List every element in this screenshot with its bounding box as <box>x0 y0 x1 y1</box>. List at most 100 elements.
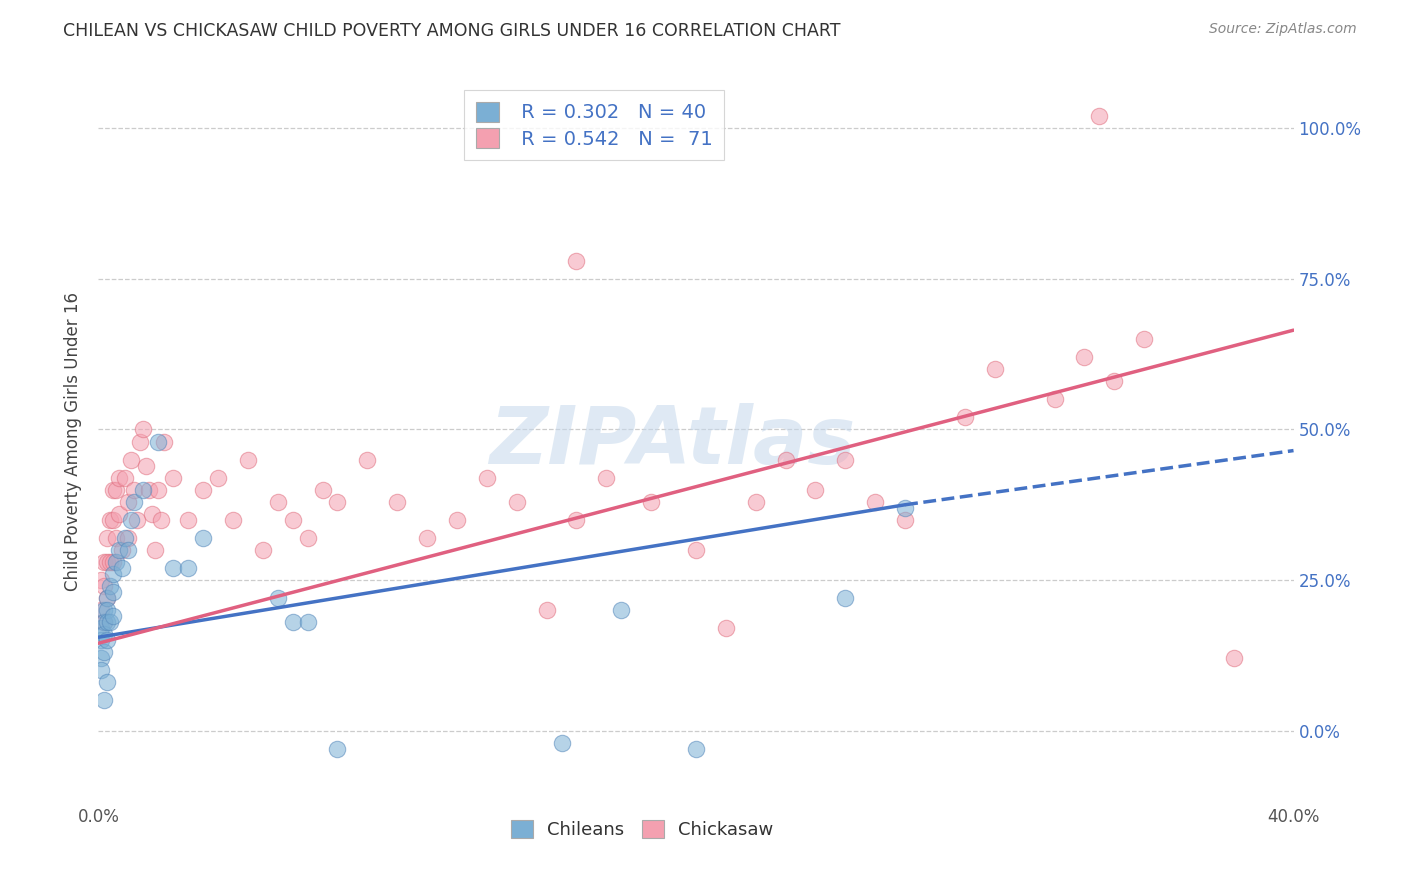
Legend: Chileans, Chickasaw: Chileans, Chickasaw <box>502 811 783 848</box>
Point <box>1104 375 1126 389</box>
Point <box>114 471 136 485</box>
Point <box>141 507 163 521</box>
Point <box>108 471 131 485</box>
Point <box>90 603 112 617</box>
Point <box>356 452 378 467</box>
Point <box>953 410 976 425</box>
Point <box>93 615 115 630</box>
Point <box>138 483 160 497</box>
Point <box>96 591 118 606</box>
Point <box>120 452 142 467</box>
Point <box>114 531 136 545</box>
Point <box>191 483 214 497</box>
Point <box>640 494 662 508</box>
Point <box>1133 332 1156 346</box>
Point <box>93 615 115 630</box>
Point <box>207 471 229 485</box>
Point <box>117 531 139 545</box>
Point <box>714 621 737 635</box>
Point <box>894 500 917 515</box>
Point <box>162 471 184 485</box>
Point <box>153 434 176 449</box>
Point <box>93 603 115 617</box>
Point <box>105 555 128 569</box>
Point <box>98 579 122 593</box>
Point <box>96 633 118 648</box>
Point <box>111 561 134 575</box>
Point <box>685 542 707 557</box>
Point <box>96 603 118 617</box>
Text: Source: ZipAtlas.com: Source: ZipAtlas.com <box>1209 22 1357 37</box>
Point <box>834 591 856 606</box>
Point <box>446 513 468 527</box>
Point <box>416 531 439 545</box>
Point <box>177 561 200 575</box>
Point <box>1043 392 1066 407</box>
Point <box>148 483 170 497</box>
Point <box>108 542 131 557</box>
Point <box>124 494 146 508</box>
Point <box>326 494 349 508</box>
Point <box>93 555 115 569</box>
Point <box>475 471 498 485</box>
Point <box>297 531 319 545</box>
Point <box>90 573 112 587</box>
Point <box>1073 350 1095 364</box>
Point <box>162 561 184 575</box>
Point <box>775 452 797 467</box>
Point <box>565 253 588 268</box>
Point <box>610 603 633 617</box>
Point <box>90 664 112 678</box>
Point <box>1088 109 1111 123</box>
Point <box>96 591 118 606</box>
Point <box>129 434 152 449</box>
Point <box>117 542 139 557</box>
Point <box>105 531 128 545</box>
Point <box>834 452 856 467</box>
Point <box>1223 651 1246 665</box>
Point <box>745 494 768 508</box>
Point <box>385 494 409 508</box>
Point <box>103 567 125 582</box>
Point <box>93 645 115 659</box>
Point <box>103 483 125 497</box>
Text: ZIPAtlas: ZIPAtlas <box>489 402 855 481</box>
Point <box>93 627 115 641</box>
Point <box>565 513 588 527</box>
Text: CHILEAN VS CHICKASAW CHILD POVERTY AMONG GIRLS UNDER 16 CORRELATION CHART: CHILEAN VS CHICKASAW CHILD POVERTY AMONG… <box>63 22 841 40</box>
Point <box>103 513 125 527</box>
Point <box>550 735 572 749</box>
Point <box>191 531 214 545</box>
Point <box>103 555 125 569</box>
Point <box>96 555 118 569</box>
Point <box>105 483 128 497</box>
Point <box>143 542 166 557</box>
Point <box>132 423 155 437</box>
Point <box>132 483 155 497</box>
Point <box>90 621 112 635</box>
Y-axis label: Child Poverty Among Girls Under 16: Child Poverty Among Girls Under 16 <box>65 292 83 591</box>
Point <box>90 633 112 648</box>
Point <box>120 513 142 527</box>
Point <box>984 362 1007 376</box>
Point <box>311 483 333 497</box>
Point <box>177 513 200 527</box>
Point <box>804 483 827 497</box>
Point <box>685 741 707 756</box>
Point <box>93 693 115 707</box>
Point <box>98 513 122 527</box>
Point <box>98 555 122 569</box>
Point <box>267 591 290 606</box>
Point <box>98 615 122 630</box>
Point <box>124 483 146 497</box>
Point <box>326 741 349 756</box>
Point <box>595 471 617 485</box>
Point <box>148 434 170 449</box>
Point <box>506 494 529 508</box>
Point <box>96 675 118 690</box>
Point <box>865 494 887 508</box>
Point <box>103 609 125 624</box>
Point <box>894 513 917 527</box>
Point <box>93 579 115 593</box>
Point <box>281 615 304 630</box>
